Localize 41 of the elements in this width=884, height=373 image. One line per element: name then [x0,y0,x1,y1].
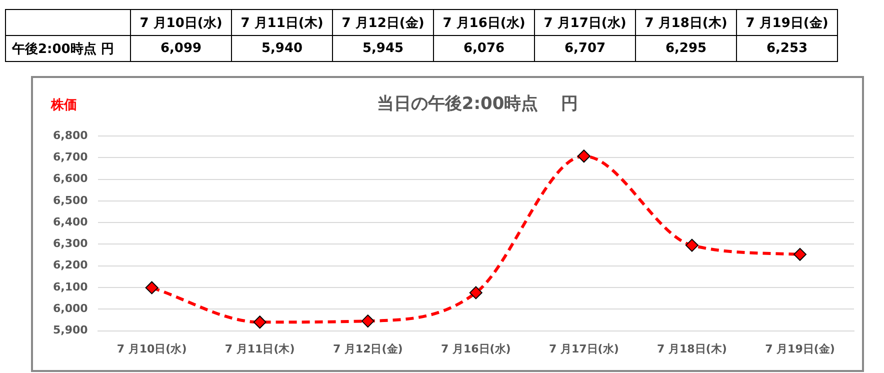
y-tick-label: 6,500 [52,194,88,207]
y-tick-label: 6,200 [52,258,88,272]
point [253,316,266,329]
point [469,286,482,300]
y-tick-label: 6,000 [52,302,88,316]
x-tick-label: 7 月12日(金) [332,342,403,356]
y-tick-label: 6,700 [52,150,88,164]
x-tick-label: 7 月18日(木) [657,342,727,356]
category-label: 7 月12日(金) [342,16,424,30]
x-tick-label: 7 月11日(木) [224,342,295,356]
category-label: 7 月19日(金) [746,16,828,30]
y-axis-title: 株価 [51,97,77,114]
data-label: 6,253 [736,36,838,62]
category-label: 7 月17日(水) [544,16,626,30]
data-label: 6,076 [434,36,534,62]
y-tick-label: 6,300 [52,237,88,250]
x-tick-label: 7 月10日(水) [116,342,187,356]
y-tick-label: 6,600 [52,172,88,186]
point [361,314,374,328]
category-label: 7 月16日(水) [442,16,526,30]
chart-title: 当日の午後2:00時点 円 [376,94,578,114]
category-label: 7 月10日(水) [140,16,222,30]
data-label: 5,940 [232,36,332,62]
point [793,248,806,261]
x-tick-label: 7 月17日(水) [548,342,619,356]
category-label: 7 月18日(木) [644,16,728,30]
y-tick-label: 6,100 [52,280,88,294]
data-label: 6,099 [130,36,232,62]
x-tick-label: 7 月16日(水) [440,342,511,356]
data-label: 5,945 [332,36,434,62]
y-tick-label: 6,800 [52,128,88,142]
y-tick-label: 6,400 [52,215,88,228]
y-tick-label: 5,900 [52,324,88,337]
x-tick-label: 7 月19日(金) [765,342,835,356]
point [685,238,698,252]
point [145,281,158,294]
data-label: 6,295 [636,36,736,62]
point [577,150,590,163]
data-label: 6,707 [534,36,636,62]
text: 午後2:00時点 円 [6,36,130,62]
category-label: 7 月11日(木) [240,16,324,30]
